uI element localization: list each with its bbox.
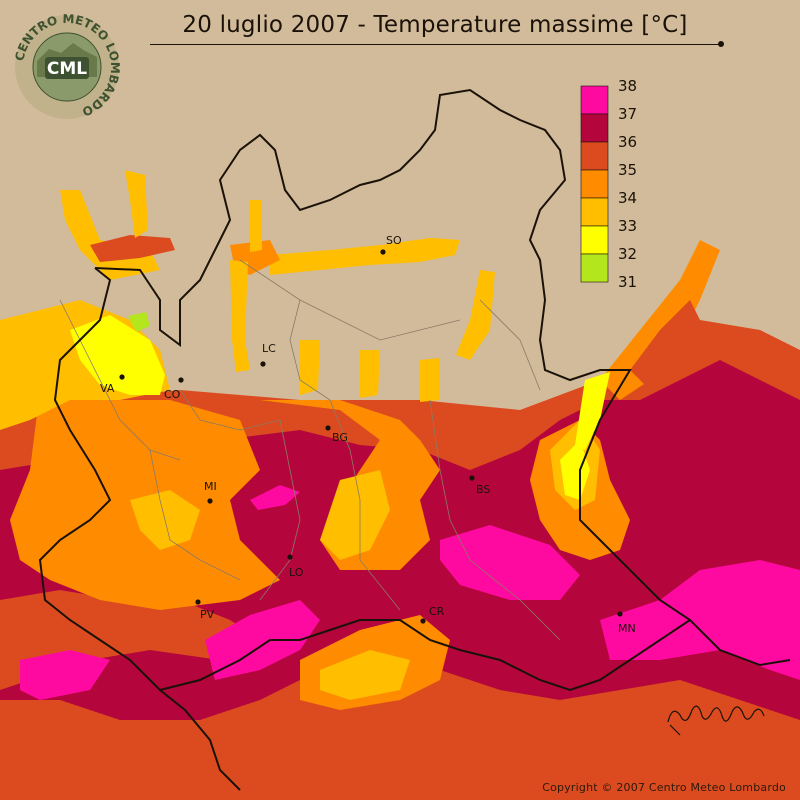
zone-34-prealps-1 — [300, 340, 320, 395]
legend-label: 32 — [618, 245, 637, 263]
title-underline-dot — [718, 41, 724, 47]
city-dot — [195, 599, 201, 605]
province-borders — [59, 259, 561, 641]
zone-34-chiavenna — [250, 200, 262, 252]
zone-34-alps-ticino — [125, 170, 148, 238]
zone-38-mantova-east — [600, 560, 800, 680]
city-cr: CR — [420, 605, 445, 624]
zone-38-pavia — [205, 600, 320, 680]
city-label: SO — [386, 234, 402, 247]
zone-34-valtellina — [270, 238, 460, 275]
city-dot — [380, 249, 386, 255]
legend-swatch — [580, 197, 609, 227]
city-label: BS — [476, 483, 490, 496]
zone-36-lake-tongue — [630, 300, 700, 390]
zone-34-val-camonica — [456, 270, 495, 360]
page-title: 20 luglio 2007 - Temperature massime [°C… — [182, 12, 688, 38]
legend-swatch — [580, 141, 609, 171]
city-dot — [469, 475, 475, 481]
zone-34-lodi-pocket — [320, 470, 390, 560]
city-dot — [260, 361, 266, 367]
legend-swatch — [580, 225, 609, 255]
city-mn: MN — [617, 611, 636, 635]
city-label: BG — [332, 431, 348, 444]
legend-label: 34 — [618, 189, 637, 207]
legend-label: 35 — [618, 161, 637, 179]
zone-38-milano-spot — [250, 485, 300, 510]
zone-34-como-valley — [230, 260, 250, 372]
city-label: MI — [204, 480, 217, 493]
zone-32-spot — [128, 312, 150, 332]
legend-swatch — [580, 253, 609, 283]
city-mi: MI — [204, 480, 217, 504]
city-dot — [325, 425, 331, 431]
city-pv: PV — [195, 599, 215, 621]
zone-38-cremona-east — [440, 525, 580, 600]
city-label: LC — [262, 342, 276, 355]
legend-label: 36 — [618, 133, 637, 151]
zone-38-southwest — [20, 650, 110, 700]
city-label: CR — [429, 605, 445, 618]
city-label: CO — [164, 388, 181, 401]
city-dot — [119, 374, 125, 380]
city-label: MN — [618, 622, 636, 635]
cml-logo: CML CENTRO METEO LOMBARDO — [12, 12, 122, 119]
city-markers: SO LC VA CO BG MI BS LO PV CR MN — [100, 234, 636, 635]
zone-33-varese-como — [70, 315, 165, 395]
signature — [667, 705, 765, 736]
city-co: CO — [164, 377, 184, 401]
city-bs: BS — [469, 475, 490, 496]
city-label: PV — [200, 608, 215, 621]
zone-34-prealps-2 — [360, 350, 380, 398]
city-dot — [287, 554, 293, 560]
legend-swatch — [580, 169, 609, 199]
city-bg: BG — [325, 425, 348, 444]
zone-34-prealps-3 — [420, 358, 440, 402]
city-label: LO — [289, 566, 304, 579]
zone-33-garda-strip — [575, 372, 610, 450]
city-va: VA — [100, 374, 125, 395]
zone-33-garda — [560, 440, 590, 500]
legend-swatch — [580, 85, 609, 115]
city-dot — [207, 498, 213, 504]
legend-label: 38 — [618, 77, 637, 95]
city-dot — [178, 377, 184, 383]
copyright-text: Copyright © 2007 Centro Meteo Lombardo — [542, 781, 786, 794]
legend-swatch — [580, 113, 609, 143]
zone-34-cremona-pocket — [320, 650, 410, 700]
legend: 38 37 36 35 34 33 32 31 — [580, 77, 637, 291]
zone-35-lake-tongue — [600, 240, 720, 400]
legend-label: 31 — [618, 273, 637, 291]
zone-36-alps-ticino — [90, 235, 175, 262]
city-so: SO — [380, 234, 402, 255]
city-label: VA — [100, 382, 115, 395]
legend-label: 33 — [618, 217, 637, 235]
city-lo: LO — [287, 554, 304, 579]
title-underline — [150, 44, 722, 45]
legend-label: 37 — [618, 105, 637, 123]
city-lc: LC — [260, 342, 276, 367]
city-dot — [420, 618, 426, 624]
region-border — [38, 88, 791, 791]
logo-initials: CML — [47, 59, 87, 79]
city-dot — [617, 611, 623, 617]
